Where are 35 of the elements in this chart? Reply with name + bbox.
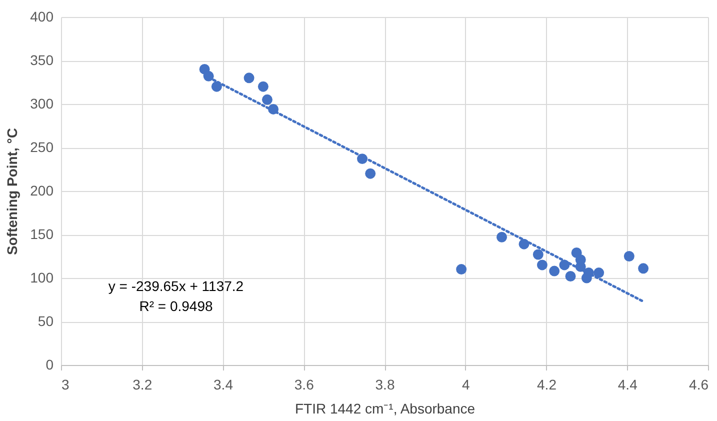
y-tick-label: 250 — [30, 139, 54, 155]
x-tick-label: 3.2 — [132, 376, 152, 392]
x-tick-label: 4 — [462, 376, 470, 392]
y-tick-label: 300 — [30, 96, 54, 112]
point — [536, 260, 548, 270]
y-tick-label: 50 — [38, 313, 54, 329]
x-tick-label: 3.4 — [214, 376, 234, 392]
point — [496, 232, 508, 242]
point — [244, 72, 254, 84]
point — [549, 266, 560, 276]
point — [624, 251, 634, 262]
x-tick-label: 4.4 — [618, 376, 638, 392]
y-tick-label: 150 — [30, 226, 54, 242]
annotation: y = -239.65x + 1137.2 — [108, 278, 244, 294]
x-tick-label: 4.2 — [537, 376, 557, 392]
point — [638, 263, 649, 274]
annotation: R² = 0.9498 — [139, 298, 213, 314]
x-tick-label: 3.6 — [294, 376, 314, 392]
point — [262, 94, 272, 105]
y-tick-label: 0 — [46, 356, 54, 372]
x-tick-label: 3.8 — [375, 376, 395, 392]
point — [532, 249, 544, 260]
point — [365, 168, 376, 179]
point — [258, 81, 268, 92]
x-tick-label: 3 — [62, 376, 70, 392]
point — [594, 268, 604, 278]
y-tick-label: 100 — [30, 270, 54, 286]
y-tick-label: 400 — [30, 8, 54, 24]
point — [456, 264, 467, 275]
x-axis-title: FTIR 1442 cm⁻¹, Absorbance — [294, 400, 476, 416]
y-axis-title: Softening Point, °C — [4, 128, 20, 255]
y-tick-label: 200 — [30, 182, 54, 198]
y-tick-label: 350 — [30, 52, 54, 68]
x-tick-label: 4.6 — [689, 376, 709, 392]
point — [565, 271, 576, 282]
